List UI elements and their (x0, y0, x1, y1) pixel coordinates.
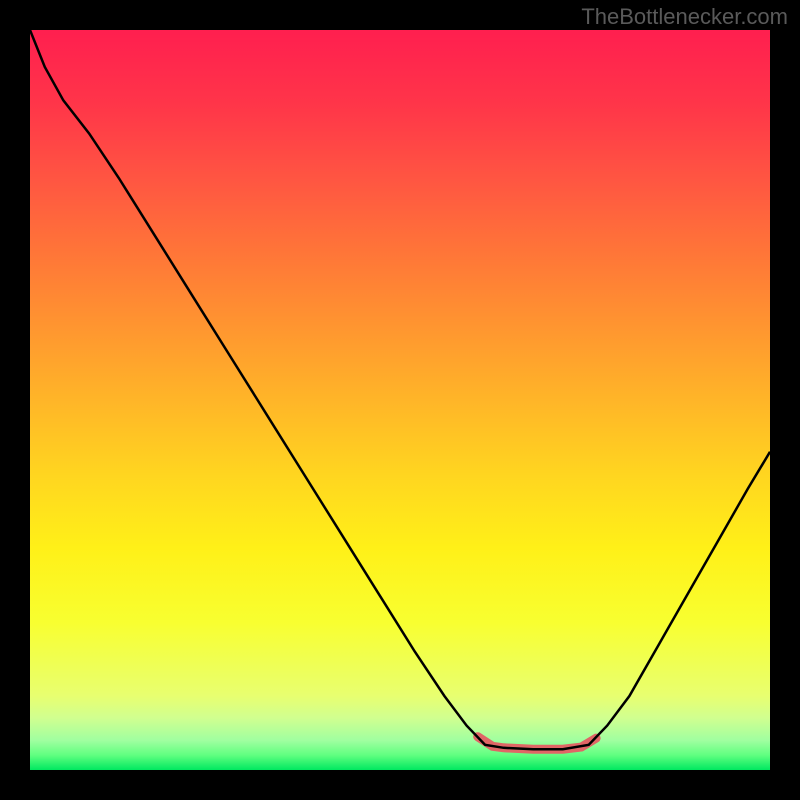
curve-layer (30, 30, 770, 770)
plot-area (30, 30, 770, 770)
watermark-text: TheBottlenecker.com (581, 4, 788, 30)
bottleneck-curve (30, 30, 770, 749)
